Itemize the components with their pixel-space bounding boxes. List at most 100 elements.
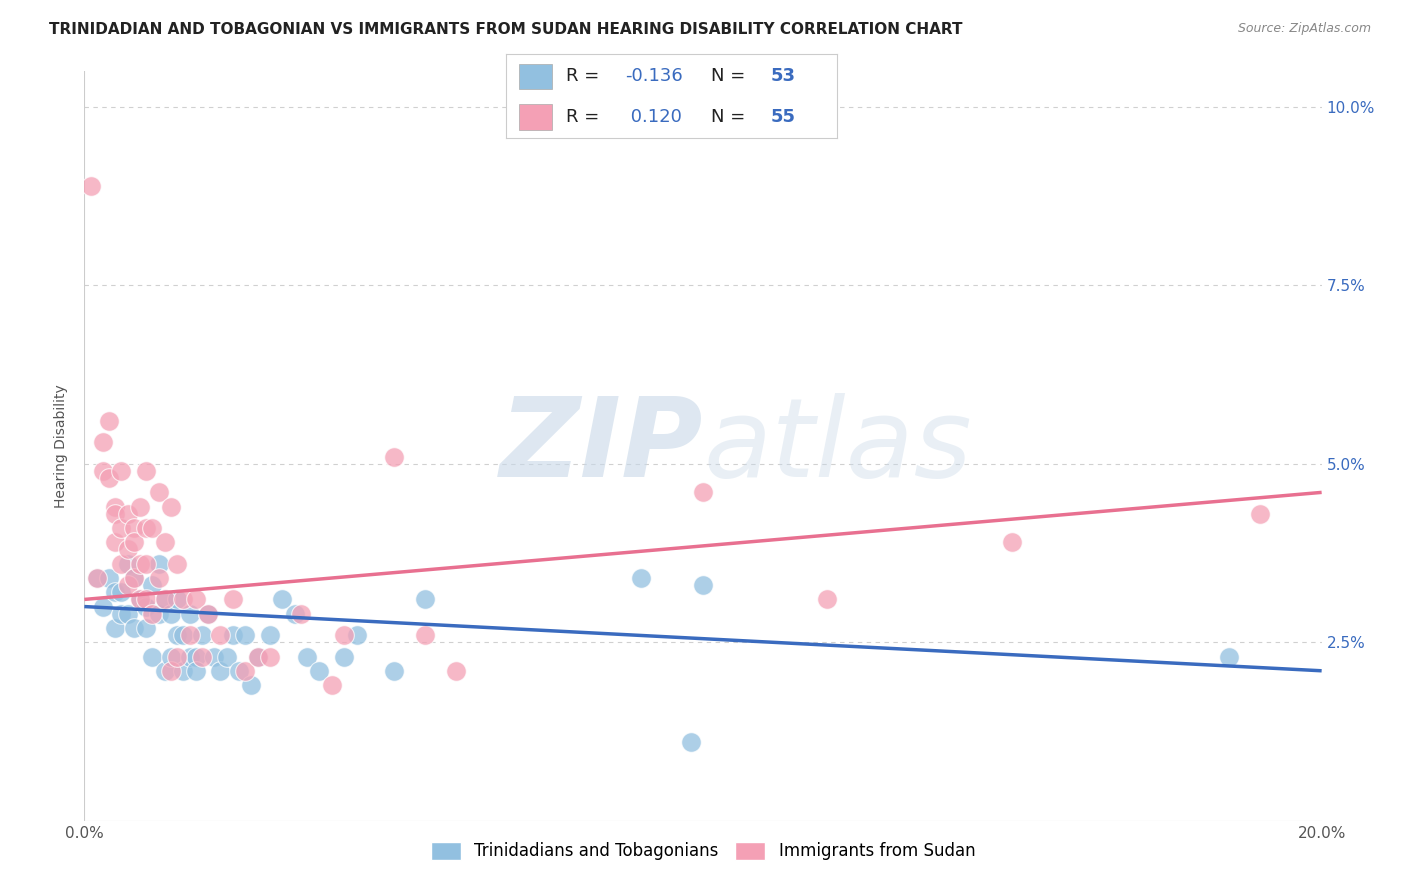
Point (382, 664, 405, 678)
Text: ZIP: ZIP (499, 392, 703, 500)
Point (122, 571, 145, 585)
Point (91, 599, 114, 614)
Text: 0.120: 0.120 (626, 108, 682, 126)
Text: N =: N = (711, 108, 751, 126)
Point (166, 592, 188, 607)
Point (222, 592, 245, 607)
Legend: Trinidadians and Tobagonians, Immigrants from Sudan: Trinidadians and Tobagonians, Immigrants… (422, 833, 984, 869)
Point (98, 414, 121, 428)
Point (228, 664, 250, 678)
Y-axis label: Hearing Disability: Hearing Disability (55, 384, 69, 508)
Point (135, 592, 157, 607)
Point (86, 571, 108, 585)
Point (209, 664, 232, 678)
Point (117, 578, 139, 592)
Point (122, 621, 145, 635)
Point (246, 649, 269, 664)
Point (110, 521, 132, 535)
Text: Source: ZipAtlas.com: Source: ZipAtlas.com (1237, 22, 1371, 36)
Point (160, 607, 183, 621)
Point (141, 607, 163, 621)
Point (141, 521, 163, 535)
Point (184, 592, 207, 607)
Point (135, 621, 157, 635)
Point (129, 592, 152, 607)
Point (240, 678, 263, 692)
Text: -0.136: -0.136 (626, 68, 683, 86)
Point (290, 607, 312, 621)
Point (815, 592, 838, 607)
Point (160, 664, 183, 678)
Point (172, 664, 194, 678)
Point (222, 628, 245, 642)
Point (129, 557, 152, 571)
Point (246, 649, 269, 664)
Text: 53: 53 (770, 68, 796, 86)
Point (117, 542, 139, 557)
Point (1249, 507, 1271, 521)
Point (179, 607, 201, 621)
Point (333, 649, 356, 664)
Point (110, 607, 132, 621)
Point (271, 592, 294, 607)
Point (122, 521, 145, 535)
Point (160, 649, 183, 664)
Point (413, 628, 436, 642)
Point (104, 507, 127, 521)
Point (153, 592, 176, 607)
Point (141, 649, 163, 664)
Point (122, 535, 145, 549)
Point (202, 649, 225, 664)
Point (233, 664, 256, 678)
Point (259, 628, 281, 642)
Point (191, 628, 214, 642)
Text: N =: N = (711, 68, 751, 86)
Point (259, 649, 281, 664)
Point (153, 664, 176, 678)
Point (135, 599, 157, 614)
Point (444, 664, 467, 678)
FancyBboxPatch shape (519, 63, 553, 89)
Point (197, 607, 219, 621)
Point (117, 507, 139, 521)
Point (110, 557, 132, 571)
Point (630, 571, 652, 585)
Point (129, 500, 152, 514)
Point (117, 557, 139, 571)
Point (179, 649, 201, 664)
Point (91, 464, 114, 478)
Point (1218, 649, 1240, 664)
Point (135, 557, 157, 571)
Text: R =: R = (565, 108, 605, 126)
Point (129, 592, 152, 607)
Point (333, 628, 356, 642)
Point (98, 571, 121, 585)
Point (233, 628, 256, 642)
Point (191, 649, 214, 664)
Point (122, 571, 145, 585)
Point (153, 535, 176, 549)
Point (184, 664, 207, 678)
Point (98, 471, 121, 485)
Point (172, 628, 194, 642)
Point (209, 628, 232, 642)
Point (91, 435, 114, 450)
Point (197, 607, 219, 621)
Point (104, 500, 127, 514)
Point (166, 649, 188, 664)
FancyBboxPatch shape (519, 104, 553, 130)
Point (692, 485, 714, 500)
Point (346, 628, 368, 642)
Point (110, 585, 132, 599)
Point (215, 649, 238, 664)
Point (284, 607, 307, 621)
Point (679, 735, 702, 749)
Point (172, 592, 194, 607)
Point (160, 500, 183, 514)
Point (104, 621, 127, 635)
Point (110, 464, 132, 478)
Point (1001, 535, 1024, 549)
Point (308, 664, 330, 678)
Point (184, 649, 207, 664)
Point (321, 678, 343, 692)
